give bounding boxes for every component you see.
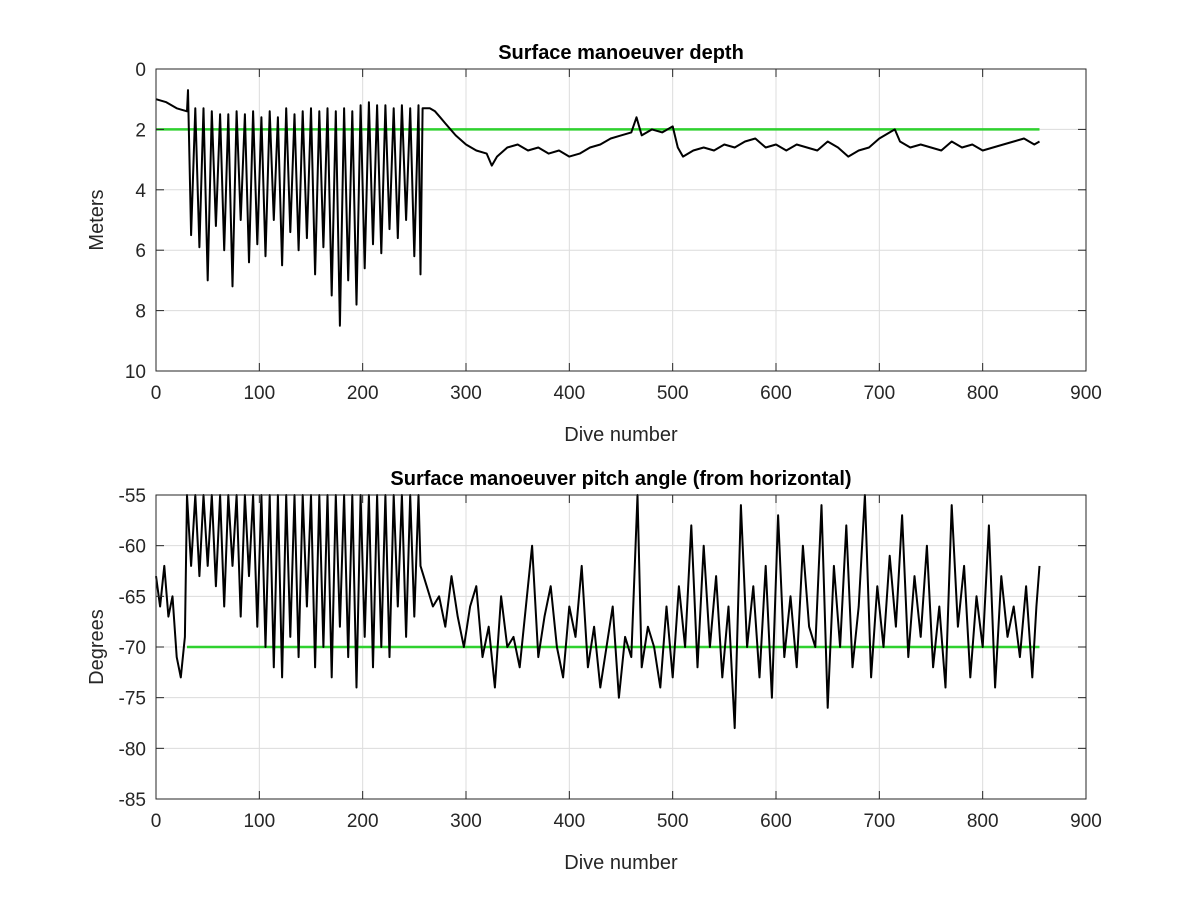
pitch-y-tick-label: -85 xyxy=(119,790,146,811)
depth-x-tick-label: 800 xyxy=(967,383,999,404)
pitch-x-tick-label: 100 xyxy=(243,811,275,832)
pitch-x-axis-label: Dive number xyxy=(564,852,678,874)
pitch-y-axis-label: Degrees xyxy=(86,609,108,685)
pitch-x-tick-label: 0 xyxy=(151,811,162,832)
depth-y-tick-label: 0 xyxy=(135,60,146,81)
depth-x-tick-label: 700 xyxy=(863,383,895,404)
pitch-y-tick-label: -55 xyxy=(119,486,146,507)
depth-y-tick-label: 4 xyxy=(135,181,146,202)
pitch-x-tick-label: 400 xyxy=(553,811,585,832)
depth-axes-box xyxy=(155,68,1087,372)
depth-chart-title: Surface manoeuver depth xyxy=(498,42,744,64)
pitch-y-tick-label: -70 xyxy=(119,638,146,659)
pitch-x-tick-label: 800 xyxy=(967,811,999,832)
pitch-x-tick-label: 700 xyxy=(863,811,895,832)
depth-x-tick-label: 300 xyxy=(450,383,482,404)
pitch-x-tick-label: 300 xyxy=(450,811,482,832)
depth-plot: 0 100 200 300 400 500 600 700 800 900 0 2 4 6 8 10 Surf… xyxy=(86,42,1102,446)
depth-x-tick-label: 200 xyxy=(347,383,379,404)
pitch-y-tick-label: -75 xyxy=(119,689,146,710)
depth-y-tick-label: 10 xyxy=(125,362,146,383)
depth-y-axis-label: Meters xyxy=(86,189,108,250)
depth-x-tick-label: 500 xyxy=(657,383,689,404)
depth-x-tick-label: 0 xyxy=(151,383,162,404)
pitch-y-tick-label: -60 xyxy=(119,537,146,558)
depth-x-tick-label: 900 xyxy=(1070,383,1102,404)
depth-x-tick-label: 400 xyxy=(553,383,585,404)
depth-x-tick-label: 600 xyxy=(760,383,792,404)
depth-y-tick-label: 6 xyxy=(135,241,146,262)
pitch-x-tick-label: 500 xyxy=(657,811,689,832)
depth-x-tick-label: 100 xyxy=(243,383,275,404)
pitch-y-tick-label: -80 xyxy=(119,739,146,760)
pitch-x-tick-label: 900 xyxy=(1070,811,1102,832)
pitch-chart-title: Surface manoeuver pitch angle (from hori… xyxy=(390,468,851,490)
depth-series-line xyxy=(155,89,1040,327)
depth-x-axis-label: Dive number xyxy=(564,424,678,446)
depth-y-tick-label: 8 xyxy=(135,302,146,323)
depth-y-tick-label: 2 xyxy=(135,120,146,141)
pitch-x-tick-label: 200 xyxy=(347,811,379,832)
pitch-x-tick-label: 600 xyxy=(760,811,792,832)
pitch-plot: 0 100 200 300 400 500 600 700 800 900 -55 -60 -65 -70… xyxy=(86,468,1102,874)
pitch-y-tick-label: -65 xyxy=(119,587,146,608)
pitch-series-line xyxy=(155,494,1041,730)
